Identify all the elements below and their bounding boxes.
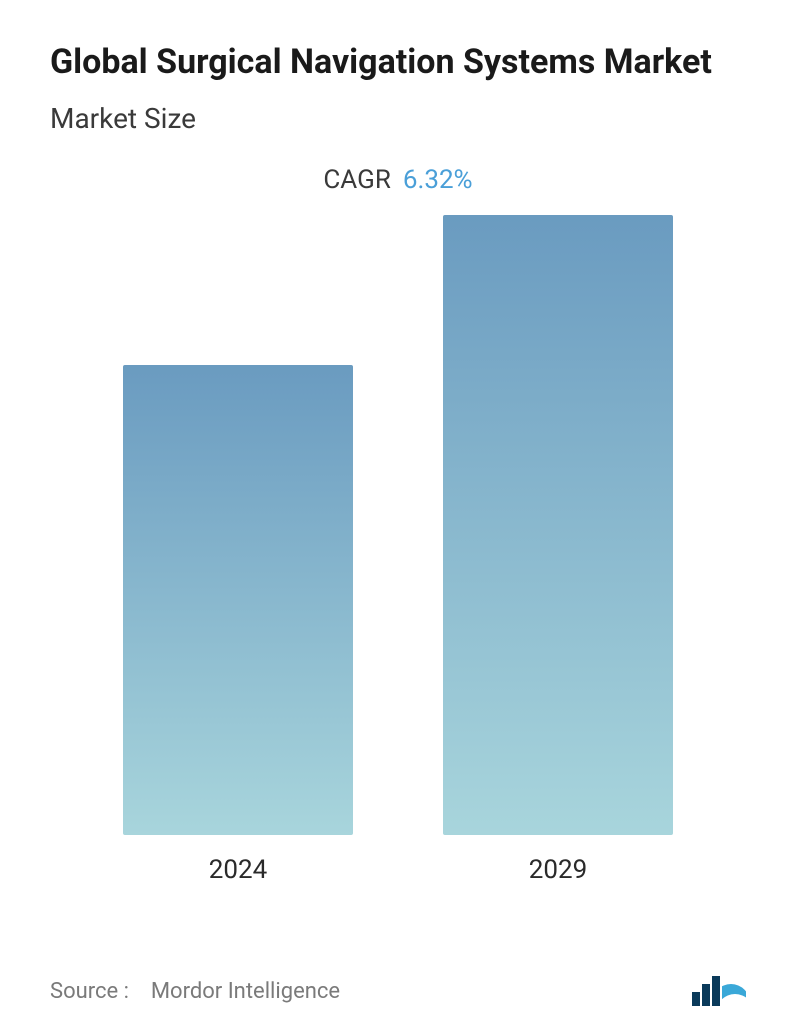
chart-footer: Source : Mordor Intelligence	[50, 976, 746, 1006]
bar-group-1: 2029	[443, 215, 673, 885]
chart-subtitle: Market Size	[50, 102, 746, 135]
bar-1	[443, 215, 673, 835]
bar-label-0: 2024	[209, 855, 267, 885]
cagr-label: CAGR	[323, 165, 390, 195]
source-label: Source :	[50, 979, 129, 1004]
cagr-row: CAGR 6.32%	[50, 165, 746, 195]
bar-label-1: 2029	[529, 855, 587, 885]
logo-bar-1	[702, 984, 710, 1006]
chart-title: Global Surgical Navigation Systems Marke…	[50, 40, 746, 84]
bar-chart: 2024 2029	[50, 235, 746, 885]
bar-group-0: 2024	[123, 365, 353, 885]
logo-wave-icon	[722, 978, 746, 1006]
logo-bar-2	[712, 976, 720, 1006]
logo-bar-0	[692, 992, 700, 1006]
source-text: Source : Mordor Intelligence	[50, 979, 340, 1004]
source-value: Mordor Intelligence	[151, 979, 340, 1004]
brand-logo	[692, 976, 746, 1006]
bar-0	[123, 365, 353, 835]
cagr-value: 6.32%	[403, 165, 473, 195]
